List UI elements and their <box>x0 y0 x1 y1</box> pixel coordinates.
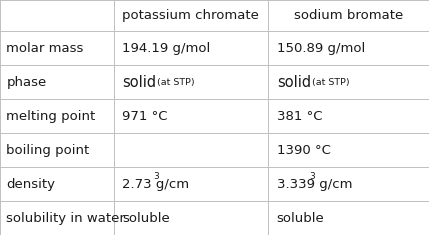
Text: (at STP): (at STP) <box>312 78 350 87</box>
Text: soluble: soluble <box>277 212 324 224</box>
Text: molar mass: molar mass <box>6 42 84 55</box>
Text: solid: solid <box>277 75 311 90</box>
Text: soluble: soluble <box>122 212 170 224</box>
Text: potassium chromate: potassium chromate <box>122 9 260 22</box>
Text: solubility in water: solubility in water <box>6 212 125 224</box>
Text: melting point: melting point <box>6 110 96 123</box>
Text: 3.339 g/cm: 3.339 g/cm <box>277 178 352 191</box>
Text: 971 °C: 971 °C <box>122 110 168 123</box>
Text: phase: phase <box>6 76 47 89</box>
Text: 1390 °C: 1390 °C <box>277 144 331 157</box>
Text: 3: 3 <box>310 172 315 181</box>
Text: 194.19 g/mol: 194.19 g/mol <box>122 42 211 55</box>
Text: boiling point: boiling point <box>6 144 90 157</box>
Text: 2.73 g/cm: 2.73 g/cm <box>122 178 189 191</box>
Text: solid: solid <box>122 75 157 90</box>
Text: 3: 3 <box>153 172 159 181</box>
Text: 381 °C: 381 °C <box>277 110 322 123</box>
Text: (at STP): (at STP) <box>157 78 195 87</box>
Text: density: density <box>6 178 55 191</box>
Text: 150.89 g/mol: 150.89 g/mol <box>277 42 365 55</box>
Text: sodium bromate: sodium bromate <box>294 9 403 22</box>
